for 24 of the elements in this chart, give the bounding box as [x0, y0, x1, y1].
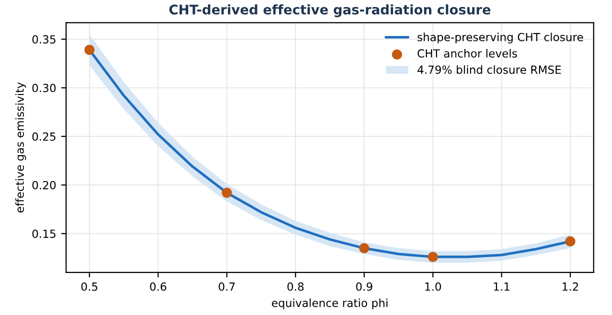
point: [84, 44, 95, 55]
y-axis-title: effective gas emissivity: [15, 82, 26, 213]
legend-label: shape-preserving CHT closure: [418, 32, 584, 44]
point: [222, 188, 232, 198]
chart-title: CHT-derived effective gas-radiation closure: [169, 4, 490, 18]
y-tick-label: 0.35: [32, 35, 56, 44]
x-tick-label: 0.8: [287, 282, 304, 291]
point: [359, 243, 370, 254]
point: [565, 236, 576, 246]
x-tick-label: 0.9: [356, 282, 372, 291]
x-tick-label: 1.1: [494, 282, 510, 291]
x-tick-label: 1.2: [562, 282, 578, 291]
x-tick-label: 0.7: [218, 282, 235, 291]
y-tick-label: 0.25: [32, 132, 56, 141]
x-tick-label: 0.6: [150, 282, 166, 291]
y-tick-label: 0.30: [32, 84, 56, 92]
annotation: 4.79% blind closure RMSE: [418, 65, 561, 74]
y-tick-label: 0.20: [32, 180, 56, 190]
point: [428, 252, 438, 262]
legend-label: CHT anchor levels: [418, 48, 517, 58]
x-axis-title: equivalence ratio phi: [272, 298, 388, 310]
x-tick-label: 1.0: [425, 282, 441, 291]
y-tick-label: 0.15: [32, 230, 56, 238]
x-tick-label: 0.5: [81, 282, 98, 291]
